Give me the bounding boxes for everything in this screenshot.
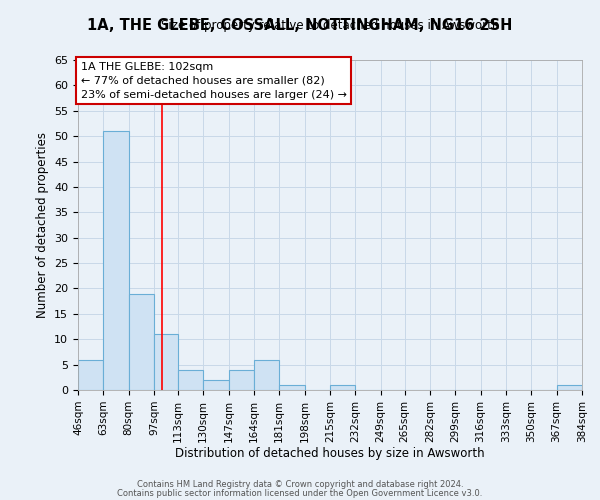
Bar	[78, 360, 103, 390]
Bar	[178, 370, 203, 390]
Bar	[557, 385, 582, 390]
Bar	[128, 294, 154, 390]
Bar	[229, 370, 254, 390]
X-axis label: Distribution of detached houses by size in Awsworth: Distribution of detached houses by size …	[175, 448, 485, 460]
Text: 1A, THE GLEBE, COSSALL, NOTTINGHAM, NG16 2SH: 1A, THE GLEBE, COSSALL, NOTTINGHAM, NG16…	[88, 18, 512, 32]
Bar	[330, 385, 355, 390]
Title: Size of property relative to detached houses in Awsworth: Size of property relative to detached ho…	[161, 20, 499, 32]
Bar	[203, 380, 229, 390]
Text: Contains HM Land Registry data © Crown copyright and database right 2024.: Contains HM Land Registry data © Crown c…	[137, 480, 463, 489]
Bar	[103, 131, 128, 390]
Bar	[280, 385, 305, 390]
Y-axis label: Number of detached properties: Number of detached properties	[35, 132, 49, 318]
Text: Contains public sector information licensed under the Open Government Licence v3: Contains public sector information licen…	[118, 489, 482, 498]
Text: 1A THE GLEBE: 102sqm
← 77% of detached houses are smaller (82)
23% of semi-detac: 1A THE GLEBE: 102sqm ← 77% of detached h…	[80, 62, 347, 100]
Bar	[154, 334, 178, 390]
Bar	[254, 360, 280, 390]
